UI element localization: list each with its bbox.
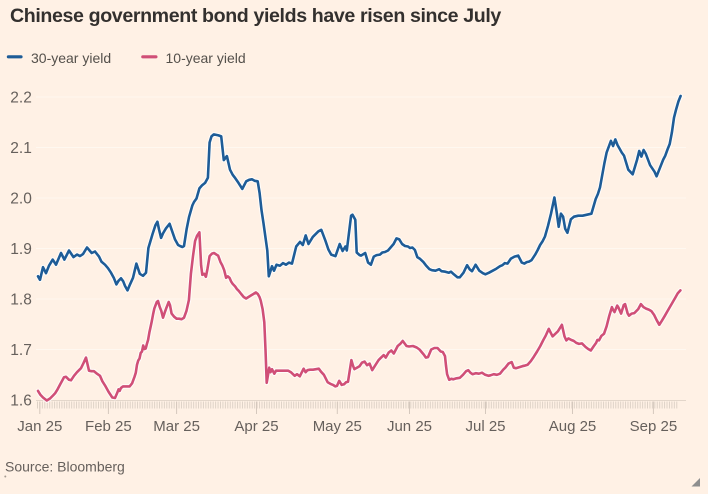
svg-text:Jan 25: Jan 25 bbox=[17, 418, 62, 435]
svg-text:1.6: 1.6 bbox=[10, 392, 32, 409]
svg-text:Source: Bloomberg: Source: Bloomberg bbox=[5, 459, 125, 475]
svg-text:Chinese government bond yields: Chinese government bond yields have rise… bbox=[10, 5, 501, 27]
svg-text:2.2: 2.2 bbox=[10, 89, 32, 106]
svg-text:Feb 25: Feb 25 bbox=[85, 418, 132, 435]
svg-text:10-year yield: 10-year yield bbox=[166, 50, 246, 66]
svg-text:Aug 25: Aug 25 bbox=[549, 418, 597, 435]
svg-text:Jun 25: Jun 25 bbox=[387, 418, 432, 435]
svg-text:Apr 25: Apr 25 bbox=[234, 418, 278, 435]
svg-text:Jul 25: Jul 25 bbox=[465, 418, 505, 435]
svg-text:2.1: 2.1 bbox=[10, 140, 32, 157]
svg-text:1.7: 1.7 bbox=[10, 342, 32, 359]
svg-text:30-year yield: 30-year yield bbox=[31, 50, 111, 66]
svg-text:May 25: May 25 bbox=[313, 418, 362, 435]
svg-text:2.0: 2.0 bbox=[10, 190, 32, 207]
svg-text:1.8: 1.8 bbox=[10, 291, 32, 308]
svg-text:Sep 25: Sep 25 bbox=[630, 418, 678, 435]
svg-text:Mar 25: Mar 25 bbox=[153, 418, 200, 435]
svg-text:1.9: 1.9 bbox=[10, 241, 32, 258]
